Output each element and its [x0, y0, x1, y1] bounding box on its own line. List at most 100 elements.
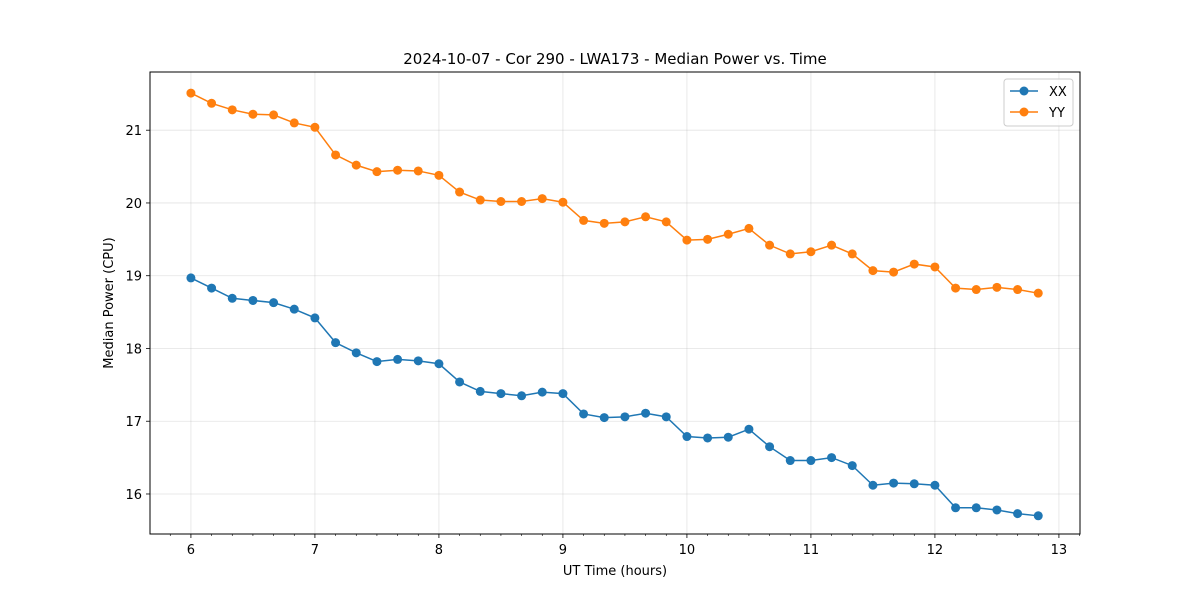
data-point-yy [806, 247, 816, 257]
data-point-yy [723, 229, 733, 239]
x-tick-label: 13 [1051, 543, 1068, 558]
x-tick-label: 8 [435, 543, 443, 558]
data-point-yy [661, 217, 671, 227]
data-point-xx [744, 424, 754, 434]
data-point-xx [1013, 509, 1023, 519]
y-tick-label: 18 [125, 342, 142, 357]
series-xx [186, 273, 1043, 521]
data-point-yy [455, 187, 465, 197]
data-point-xx [765, 442, 775, 452]
grid [150, 72, 1080, 534]
data-point-yy [227, 105, 237, 115]
data-point-xx [785, 456, 795, 466]
data-point-xx [289, 304, 299, 314]
data-point-xx [517, 391, 527, 401]
data-point-yy [248, 109, 258, 119]
data-point-yy [703, 234, 713, 244]
series-line-xx [190, 277, 1039, 517]
data-point-yy [599, 218, 609, 228]
x-tick-label: 10 [679, 543, 696, 558]
x-axis-label: UT Time (hours) [563, 564, 667, 579]
data-point-xx [868, 480, 878, 490]
data-point-yy [641, 212, 651, 222]
data-point-yy [186, 88, 196, 98]
data-point-xx [703, 433, 713, 443]
axis-ticks: 6 7 8 9 10 11 12 13 16 17 18 19 20 21 [125, 124, 1080, 558]
x-tick-label: 6 [187, 543, 195, 558]
data-point-xx [186, 273, 196, 283]
data-point-yy [413, 166, 423, 176]
data-point-yy [517, 197, 527, 207]
data-point-xx [599, 413, 609, 423]
plot-frame [149, 71, 1081, 535]
data-point-xx [227, 293, 237, 303]
data-point-yy [1013, 285, 1023, 295]
data-point-yy [372, 167, 382, 177]
data-point-yy [909, 259, 919, 269]
data-point-xx [558, 389, 568, 399]
data-point-xx [951, 503, 961, 513]
data-point-yy [351, 160, 361, 170]
data-point-xx [331, 338, 341, 348]
data-point-xx [682, 432, 692, 442]
data-point-yy [289, 118, 299, 128]
data-point-xx [269, 298, 279, 308]
y-tick-label: 20 [125, 197, 142, 212]
data-point-yy [558, 197, 568, 207]
series-yy [186, 88, 1043, 298]
data-point-yy [785, 249, 795, 259]
data-point-xx [971, 503, 981, 513]
y-tick-label: 16 [125, 488, 142, 503]
data-point-yy [971, 285, 981, 295]
data-point-xx [248, 295, 258, 305]
series-layer [186, 88, 1043, 521]
data-point-yy [765, 240, 775, 250]
data-point-xx [620, 412, 630, 422]
y-tick-label: 19 [125, 270, 142, 285]
data-point-xx [889, 478, 899, 488]
data-point-yy [475, 195, 485, 205]
legend-marker-xx [1019, 86, 1029, 96]
data-point-yy [620, 217, 630, 227]
data-point-yy [827, 240, 837, 250]
data-point-xx [1033, 511, 1043, 521]
data-point-xx [372, 357, 382, 367]
data-point-xx [310, 313, 320, 323]
data-point-xx [661, 412, 671, 422]
data-point-yy [930, 262, 940, 272]
data-point-yy [207, 98, 217, 108]
legend-label-xx: XX [1049, 85, 1067, 100]
data-point-yy [310, 122, 320, 132]
data-point-xx [434, 359, 444, 369]
data-point-yy [434, 170, 444, 180]
data-point-yy [269, 110, 279, 120]
data-point-yy [537, 194, 547, 204]
data-point-yy [496, 197, 506, 207]
data-point-xx [351, 348, 361, 358]
x-tick-label: 11 [803, 543, 820, 558]
legend-label-yy: YY [1048, 106, 1065, 121]
data-point-xx [641, 408, 651, 418]
legend: XX YY [1003, 78, 1074, 127]
x-tick-label: 12 [927, 543, 944, 558]
data-point-xx [455, 377, 465, 387]
data-point-yy [951, 283, 961, 293]
data-point-xx [537, 387, 547, 397]
data-point-yy [744, 223, 754, 233]
data-point-xx [475, 386, 485, 396]
y-axis-label: Median Power (CPU) [102, 237, 117, 368]
data-point-yy [682, 235, 692, 245]
chart-title: 2024-10-07 - Cor 290 - LWA173 - Median P… [403, 50, 827, 68]
data-point-xx [723, 432, 733, 442]
data-point-xx [909, 479, 919, 489]
data-point-yy [579, 215, 589, 225]
data-point-yy [393, 165, 403, 175]
y-tick-label: 21 [125, 124, 142, 139]
data-point-xx [992, 505, 1002, 515]
data-point-xx [413, 356, 423, 366]
data-point-yy [889, 267, 899, 277]
data-point-xx [930, 480, 940, 490]
data-point-yy [992, 282, 1002, 292]
data-point-yy [1033, 288, 1043, 298]
